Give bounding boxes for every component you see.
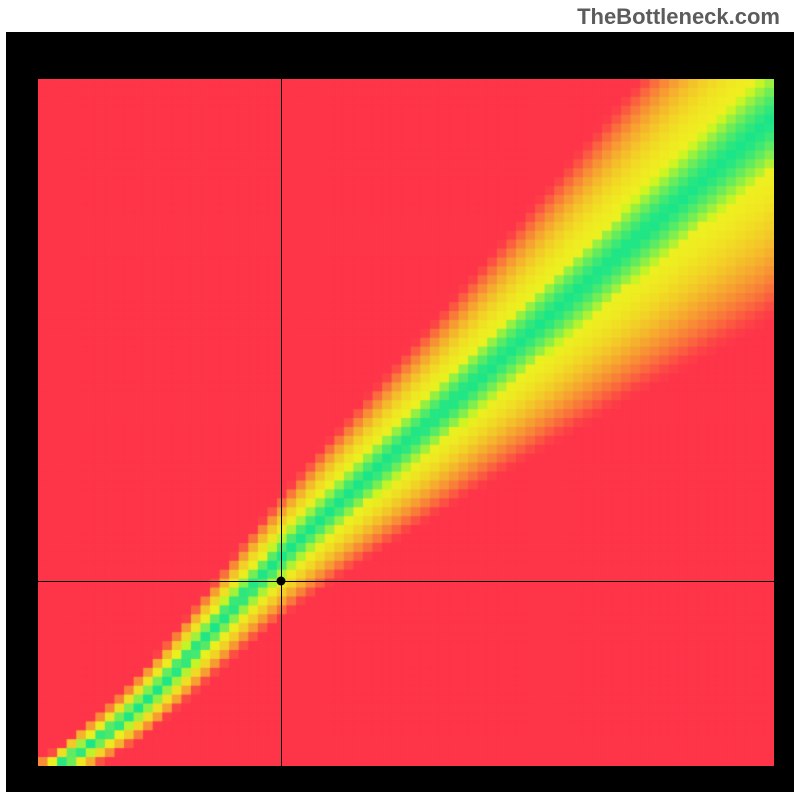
bottleneck-heatmap <box>38 79 774 766</box>
crosshair-vertical <box>281 79 282 766</box>
crosshair-horizontal <box>38 581 774 582</box>
plot-frame <box>6 32 794 792</box>
watermark-text: TheBottleneck.com <box>577 4 780 30</box>
operating-point-marker <box>276 576 285 585</box>
